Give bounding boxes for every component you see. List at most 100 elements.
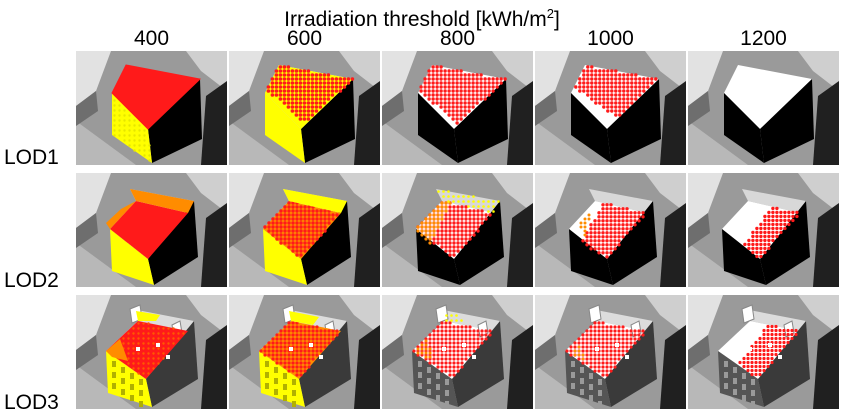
irradiation-sample — [475, 73, 479, 77]
irradiation-sample — [334, 81, 339, 85]
window — [751, 390, 755, 396]
panel-lod1-1200 — [688, 51, 839, 165]
irradiation-sample — [602, 77, 606, 81]
irradiation-sample — [326, 81, 331, 85]
street — [382, 121, 442, 165]
irradiation-sample — [303, 353, 307, 357]
irradiation-sample — [613, 235, 617, 239]
irradiation-sample — [581, 349, 585, 353]
irradiation-sample — [479, 89, 483, 93]
irradiation-sample — [315, 209, 319, 213]
irradiation-sample — [432, 217, 436, 221]
irradiation-sample — [618, 85, 622, 89]
irradiation-sample — [275, 213, 279, 217]
irradiation-sample — [573, 345, 577, 349]
irradiation-sample — [610, 69, 614, 73]
irradiation-sample — [267, 349, 271, 353]
irradiation-sample — [271, 349, 275, 353]
irradiation-sample — [452, 353, 456, 357]
irradiation-sample — [614, 93, 618, 97]
irradiation-sample — [436, 213, 440, 217]
irradiation-sample — [428, 221, 432, 225]
irradiation-sample — [746, 352, 750, 357]
irradiation-sample — [762, 356, 766, 361]
irradiation-sample — [314, 89, 319, 93]
irradiation-sample — [456, 209, 460, 213]
irradiation-sample — [295, 357, 299, 361]
irradiation-sample — [424, 347, 428, 351]
irradiation-sample — [467, 105, 471, 109]
irradiation-sample — [291, 249, 295, 253]
irradiation-sample — [456, 217, 460, 221]
irradiation-sample — [459, 117, 463, 121]
irradiation-sample — [492, 210, 495, 213]
irradiation-sample — [128, 124, 131, 127]
irradiation-sample — [754, 340, 758, 345]
irradiation-sample — [460, 357, 464, 361]
irradiation-sample — [294, 113, 299, 117]
irradiation-sample — [428, 351, 432, 355]
irradiation-sample — [299, 369, 303, 373]
irradiation-sample — [605, 203, 609, 207]
irradiation-sample — [311, 353, 315, 357]
irradiation-sample — [641, 215, 645, 219]
irradiation-sample — [630, 81, 634, 85]
irradiation-sample — [282, 81, 287, 85]
irradiation-sample — [487, 81, 491, 85]
irradiation-sample — [302, 93, 307, 97]
irradiation-sample — [436, 221, 440, 225]
window — [598, 379, 602, 385]
irradiation-sample — [613, 239, 617, 243]
window — [274, 389, 278, 395]
irradiation-sample — [315, 225, 319, 229]
irradiation-sample — [299, 341, 303, 345]
irradiation-sample — [605, 365, 609, 369]
irradiation-sample — [323, 333, 327, 337]
irradiation-sample — [586, 77, 590, 81]
irradiation-sample — [480, 337, 484, 341]
irradiation-sample — [311, 241, 315, 245]
irradiation-sample — [323, 229, 327, 233]
irradiation-sample — [638, 89, 642, 93]
irradiation-sample — [630, 73, 634, 77]
irradiation-sample — [279, 361, 283, 365]
irradiation-sample — [118, 109, 121, 112]
wall-right — [758, 321, 810, 407]
irradiation-sample — [287, 221, 291, 225]
irradiation-sample — [597, 239, 601, 243]
irradiation-sample — [290, 97, 295, 101]
irradiation-sample — [629, 337, 633, 341]
irradiation-sample — [424, 237, 428, 241]
window — [580, 367, 584, 373]
irradiation-sample — [650, 81, 654, 85]
irradiation-sample — [444, 229, 448, 233]
facade-windows — [112, 361, 143, 407]
irradiation-sample — [452, 249, 456, 253]
irradiation-sample — [594, 81, 598, 85]
neighbor-roof — [798, 173, 839, 213]
irradiation-overlay — [574, 65, 658, 117]
irradiation-sample — [617, 223, 621, 227]
irradiation-sample — [755, 234, 759, 239]
window — [742, 395, 746, 401]
irradiation-sample — [464, 329, 468, 333]
irradiation-sample — [291, 229, 295, 233]
irradiation-sample — [613, 211, 617, 215]
irradiation-sample — [271, 337, 275, 341]
irradiation-sample — [613, 207, 617, 211]
irradiation-sample — [319, 333, 323, 337]
irradiation-sample — [483, 97, 487, 101]
irradiation-sample — [590, 65, 594, 69]
irradiation-sample — [286, 93, 291, 97]
panel-lod2-800 — [382, 173, 533, 287]
irradiation-sample — [601, 361, 605, 365]
irradiation-sample — [609, 349, 613, 353]
irradiation-sample — [578, 85, 582, 89]
irradiation-sample — [306, 89, 311, 93]
irradiation-sample — [455, 93, 459, 97]
irradiation-sample — [593, 357, 597, 361]
irradiation-sample — [614, 113, 618, 117]
irradiation-sample — [452, 209, 456, 213]
irradiation-sample — [601, 333, 605, 337]
irradiation-sample — [444, 245, 448, 249]
